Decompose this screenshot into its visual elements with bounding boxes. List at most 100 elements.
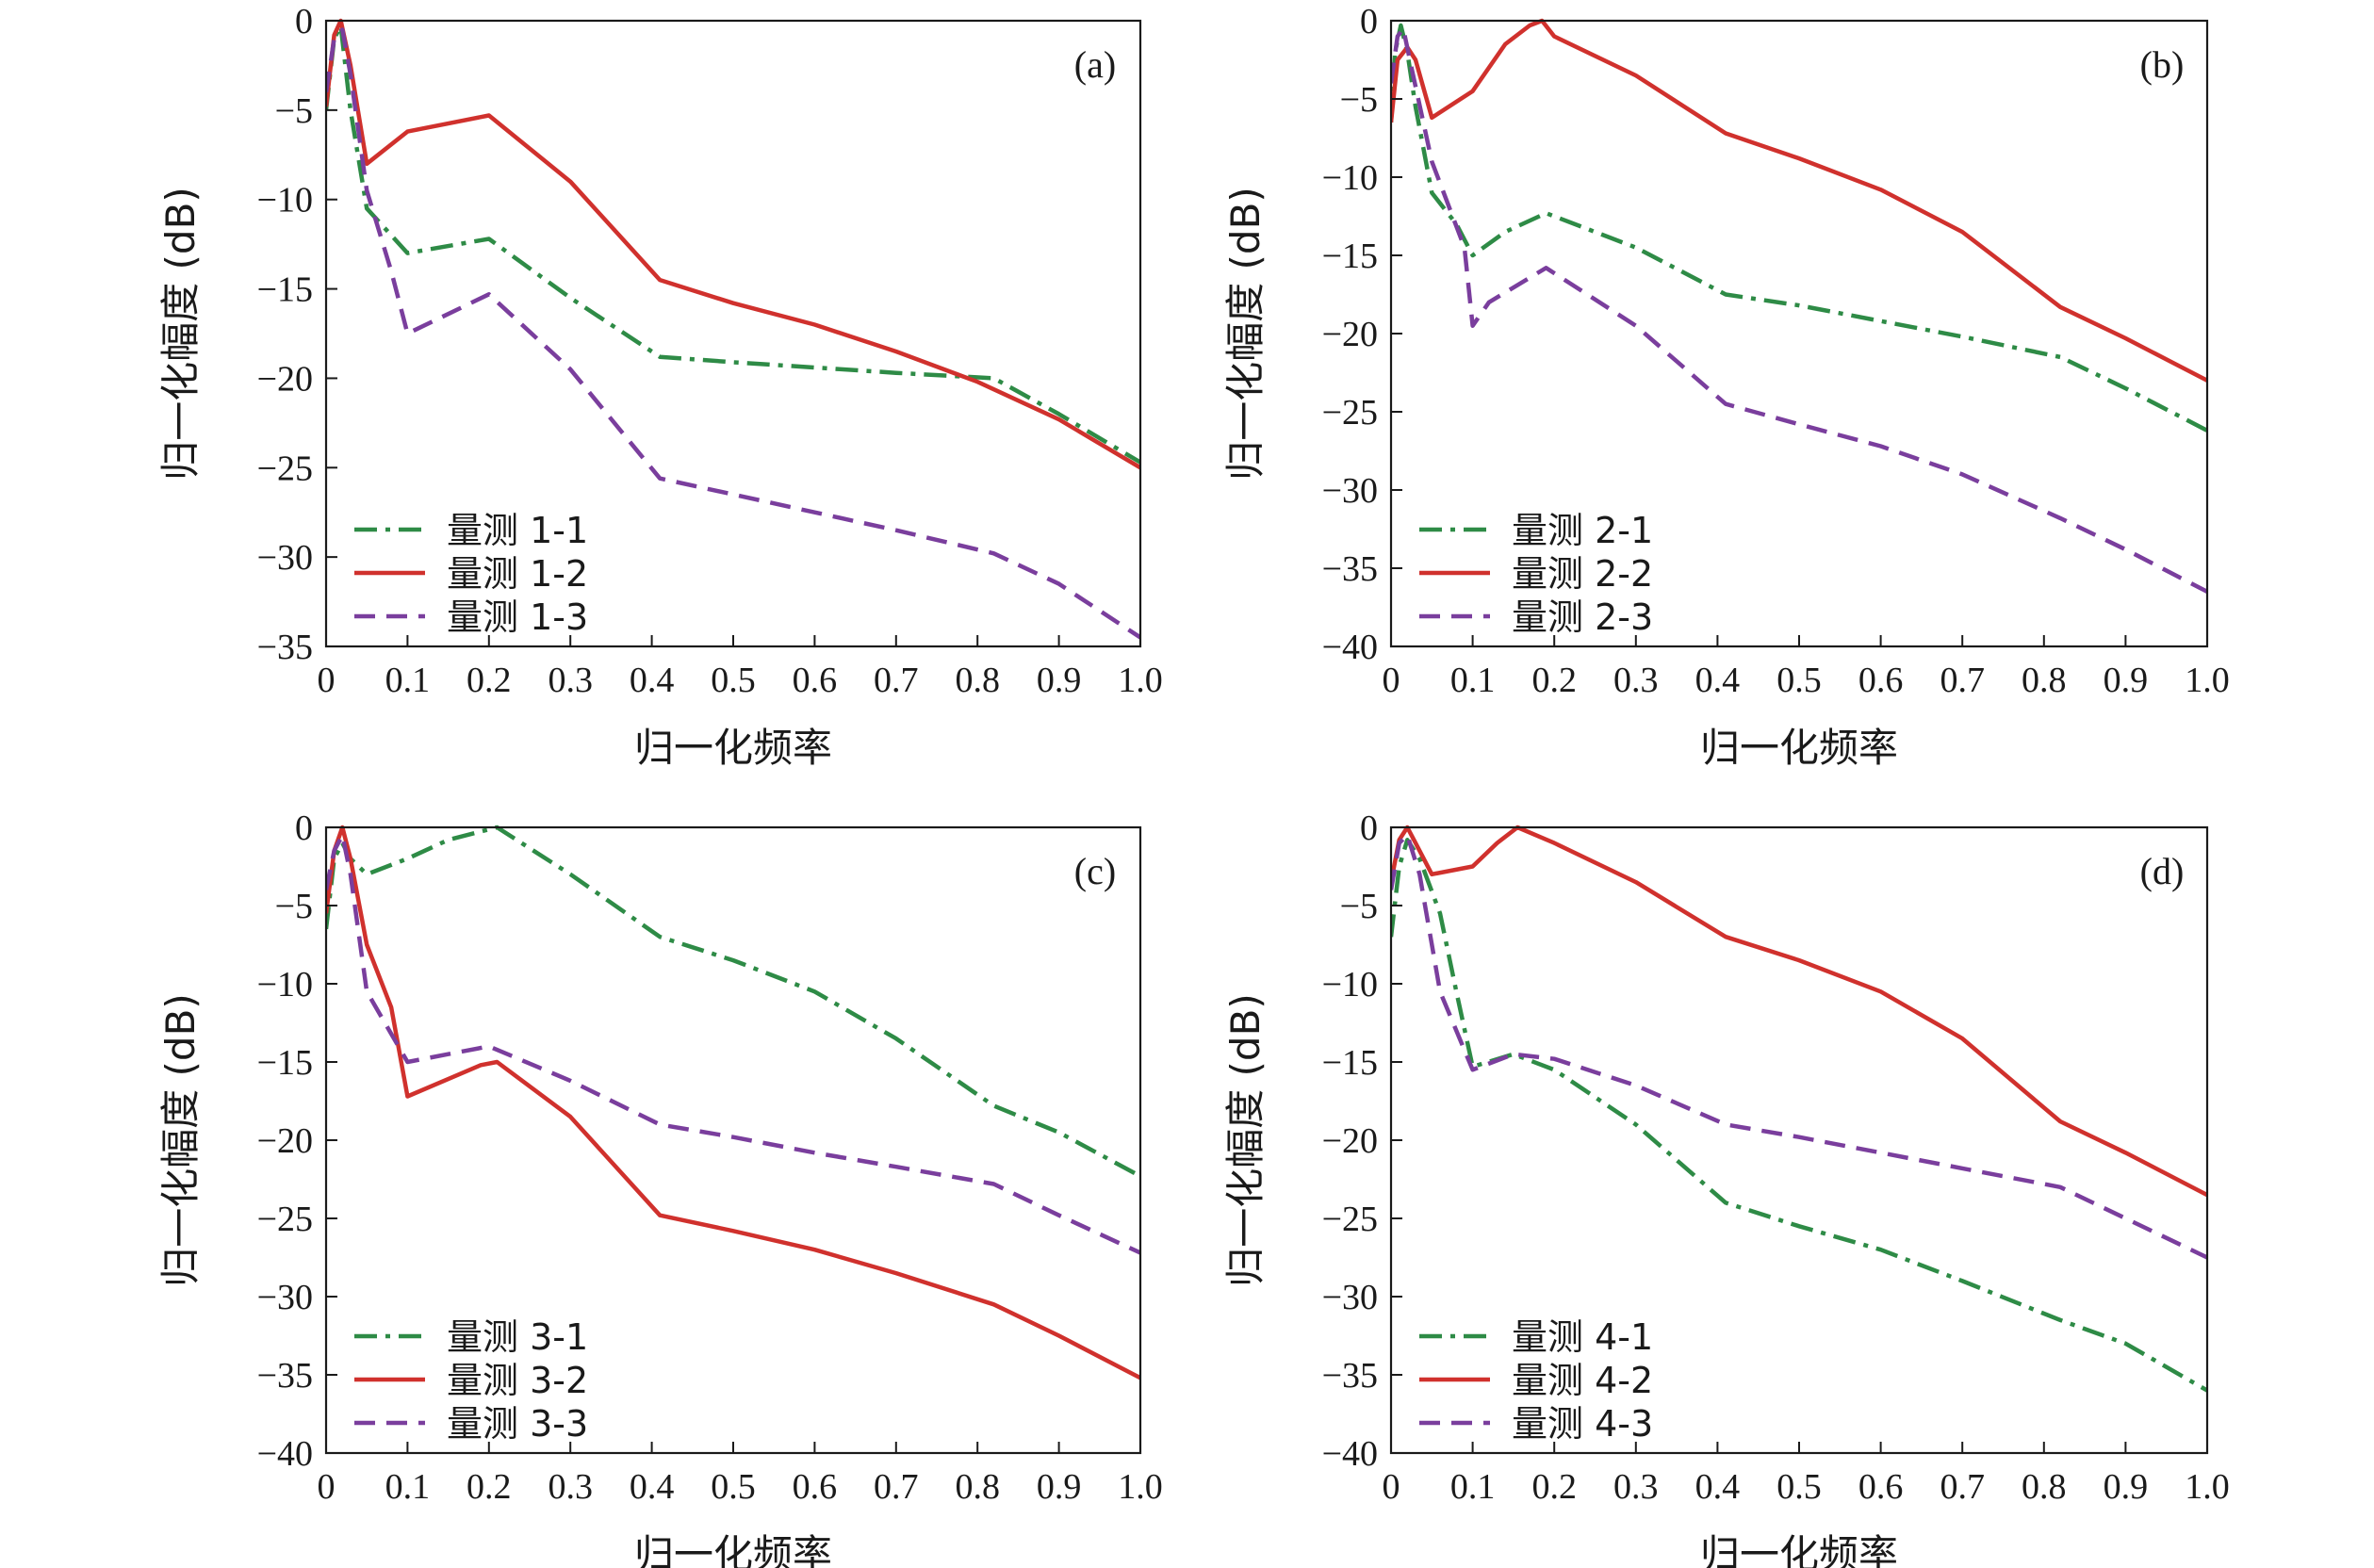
x-tick-label: 1.0 <box>1118 661 1163 700</box>
x-tick-label: 0.2 <box>1531 661 1577 700</box>
x-tick-label: 0 <box>318 1467 336 1507</box>
legend: 量测 4-1量测 4-2量测 4-3 <box>1419 1316 1653 1445</box>
x-tick-label: 0.8 <box>2022 1467 2067 1507</box>
y-tick-label: −5 <box>1340 887 1378 926</box>
y-tick-label: −40 <box>1322 1434 1378 1474</box>
x-tick-label: 0 <box>318 661 336 700</box>
series-line-2 <box>1391 18 2207 383</box>
x-tick-label: 0 <box>1383 1467 1400 1507</box>
legend: 量测 3-1量测 3-2量测 3-3 <box>354 1316 588 1445</box>
legend-label: 量测 4-2 <box>1512 1360 1653 1401</box>
y-tick-label: −15 <box>1322 237 1378 276</box>
y-tick-label: −20 <box>1322 315 1378 354</box>
x-tick-label: 0.3 <box>548 1467 593 1507</box>
legend-label: 量测 2-3 <box>1512 596 1653 638</box>
y-tick-label: −20 <box>257 359 313 399</box>
legend-label: 量测 1-3 <box>447 596 588 638</box>
x-tick-label: 0.6 <box>793 661 838 700</box>
y-tick-label: −15 <box>257 270 313 310</box>
y-tick-label: −35 <box>1322 549 1378 589</box>
chart-panel-c: 0 0.1 0.2 0.3 0.4 0.5 0.6 0.7 0.8 0.9 1.0 0 −5 −10 −15… <box>157 808 1163 1568</box>
x-axis-label: 归一化频率 <box>1700 1531 1898 1568</box>
x-tick-label: 0.2 <box>1531 1467 1577 1507</box>
y-tick-label: −20 <box>257 1121 313 1161</box>
y-tick-label: −5 <box>1340 80 1378 120</box>
x-tick-label: 0.2 <box>467 661 512 700</box>
y-tick-label: −30 <box>257 538 313 578</box>
x-tick-label: 0.9 <box>2104 1467 2149 1507</box>
series-line-2 <box>1391 825 2207 1198</box>
y-tick-label: 0 <box>295 808 313 848</box>
legend-label: 量测 4-3 <box>1512 1403 1653 1445</box>
x-tick-label: 0.3 <box>1613 1467 1659 1507</box>
legend: 量测 1-1量测 1-2量测 1-3 <box>354 510 588 638</box>
x-tick-label: 0.7 <box>874 661 919 700</box>
y-tick-label: −35 <box>257 628 313 667</box>
x-tick-label: 0.4 <box>630 661 675 700</box>
chart-panel-d: 0 0.1 0.2 0.3 0.4 0.5 0.6 0.7 0.8 0.9 1.0 0 −5 −10 −15… <box>1222 808 2230 1568</box>
y-tick-label: −25 <box>1322 393 1378 433</box>
x-tick-label: 0.8 <box>2022 661 2067 700</box>
x-tick-label: 0.4 <box>1695 661 1741 700</box>
x-tick-label: 0.2 <box>467 1467 512 1507</box>
y-axis-label: 归一化幅度 (dB) <box>157 187 204 481</box>
y-tick-label: −30 <box>1322 1278 1378 1317</box>
x-tick-label: 0.5 <box>1776 661 1822 700</box>
y-tick-label: −10 <box>1322 965 1378 1004</box>
y-tick-label: −10 <box>1322 158 1378 198</box>
x-tick-label: 1.0 <box>1118 1467 1163 1507</box>
y-tick-label: −10 <box>257 181 313 220</box>
panel-label: (c) <box>1074 850 1116 892</box>
y-axis-label: 归一化幅度 (dB) <box>1222 187 1269 481</box>
x-tick-label: 0.9 <box>1037 661 1082 700</box>
x-tick-label: 0.1 <box>1450 661 1496 700</box>
x-tick-label: 0.1 <box>385 1467 431 1507</box>
y-tick-label: −30 <box>257 1278 313 1317</box>
y-tick-label: −35 <box>257 1356 313 1396</box>
series-line-3 <box>326 27 1140 640</box>
y-tick-label: −5 <box>275 887 313 926</box>
series-line-3 <box>1391 26 2207 594</box>
chart-panel-a: 0 0.1 0.2 0.3 0.4 0.5 0.6 0.7 0.8 0.9 1.0 0 −5 −10 −15… <box>157 2 1163 771</box>
y-tick-label: −30 <box>1322 471 1378 511</box>
y-tick-label: −40 <box>257 1434 313 1474</box>
legend-label: 量测 3-3 <box>447 1403 588 1445</box>
x-tick-label: 0 <box>1383 661 1400 700</box>
x-tick-label: 0.5 <box>1776 1467 1822 1507</box>
x-tick-label: 0.4 <box>1695 1467 1741 1507</box>
y-tick-label: −15 <box>257 1043 313 1083</box>
series-line-3 <box>326 833 1140 1255</box>
x-tick-label: 0.5 <box>711 661 756 700</box>
x-tick-label: 0.7 <box>874 1467 919 1507</box>
panel-label: (d) <box>2140 850 2185 892</box>
x-tick-label: 0.3 <box>1613 661 1659 700</box>
legend-label: 量测 3-1 <box>447 1316 588 1358</box>
x-axis-label: 归一化频率 <box>1700 725 1898 771</box>
y-tick-label: −20 <box>1322 1121 1378 1161</box>
panel-label: (a) <box>1074 43 1116 86</box>
x-tick-label: 0.8 <box>955 1467 1000 1507</box>
y-axis-label: 归一化幅度 (dB) <box>1222 993 1269 1287</box>
x-tick-label: 0.4 <box>630 1467 675 1507</box>
x-tick-label: 0.7 <box>1940 661 1985 700</box>
x-tick-label: 0.1 <box>385 661 431 700</box>
x-tick-label: 1.0 <box>2185 661 2230 700</box>
legend: 量测 2-1量测 2-2量测 2-3 <box>1419 510 1653 638</box>
y-tick-label: −25 <box>1322 1200 1378 1239</box>
series-line-2 <box>326 825 1140 1380</box>
legend-label: 量测 4-1 <box>1512 1316 1653 1358</box>
y-tick-label: −25 <box>257 1200 313 1239</box>
x-tick-label: 0.1 <box>1450 1467 1496 1507</box>
series-line-3 <box>1391 833 2207 1260</box>
legend-label: 量测 1-2 <box>447 553 588 595</box>
y-axis-label: 归一化幅度 (dB) <box>157 993 204 1287</box>
panel-label: (b) <box>2140 43 2185 86</box>
y-tick-label: 0 <box>1360 2 1378 41</box>
legend-label: 量测 1-1 <box>447 510 588 551</box>
legend-label: 量测 2-2 <box>1512 553 1653 595</box>
x-tick-label: 0.9 <box>2104 661 2149 700</box>
x-tick-label: 1.0 <box>2185 1467 2230 1507</box>
y-tick-label: −5 <box>275 91 313 131</box>
